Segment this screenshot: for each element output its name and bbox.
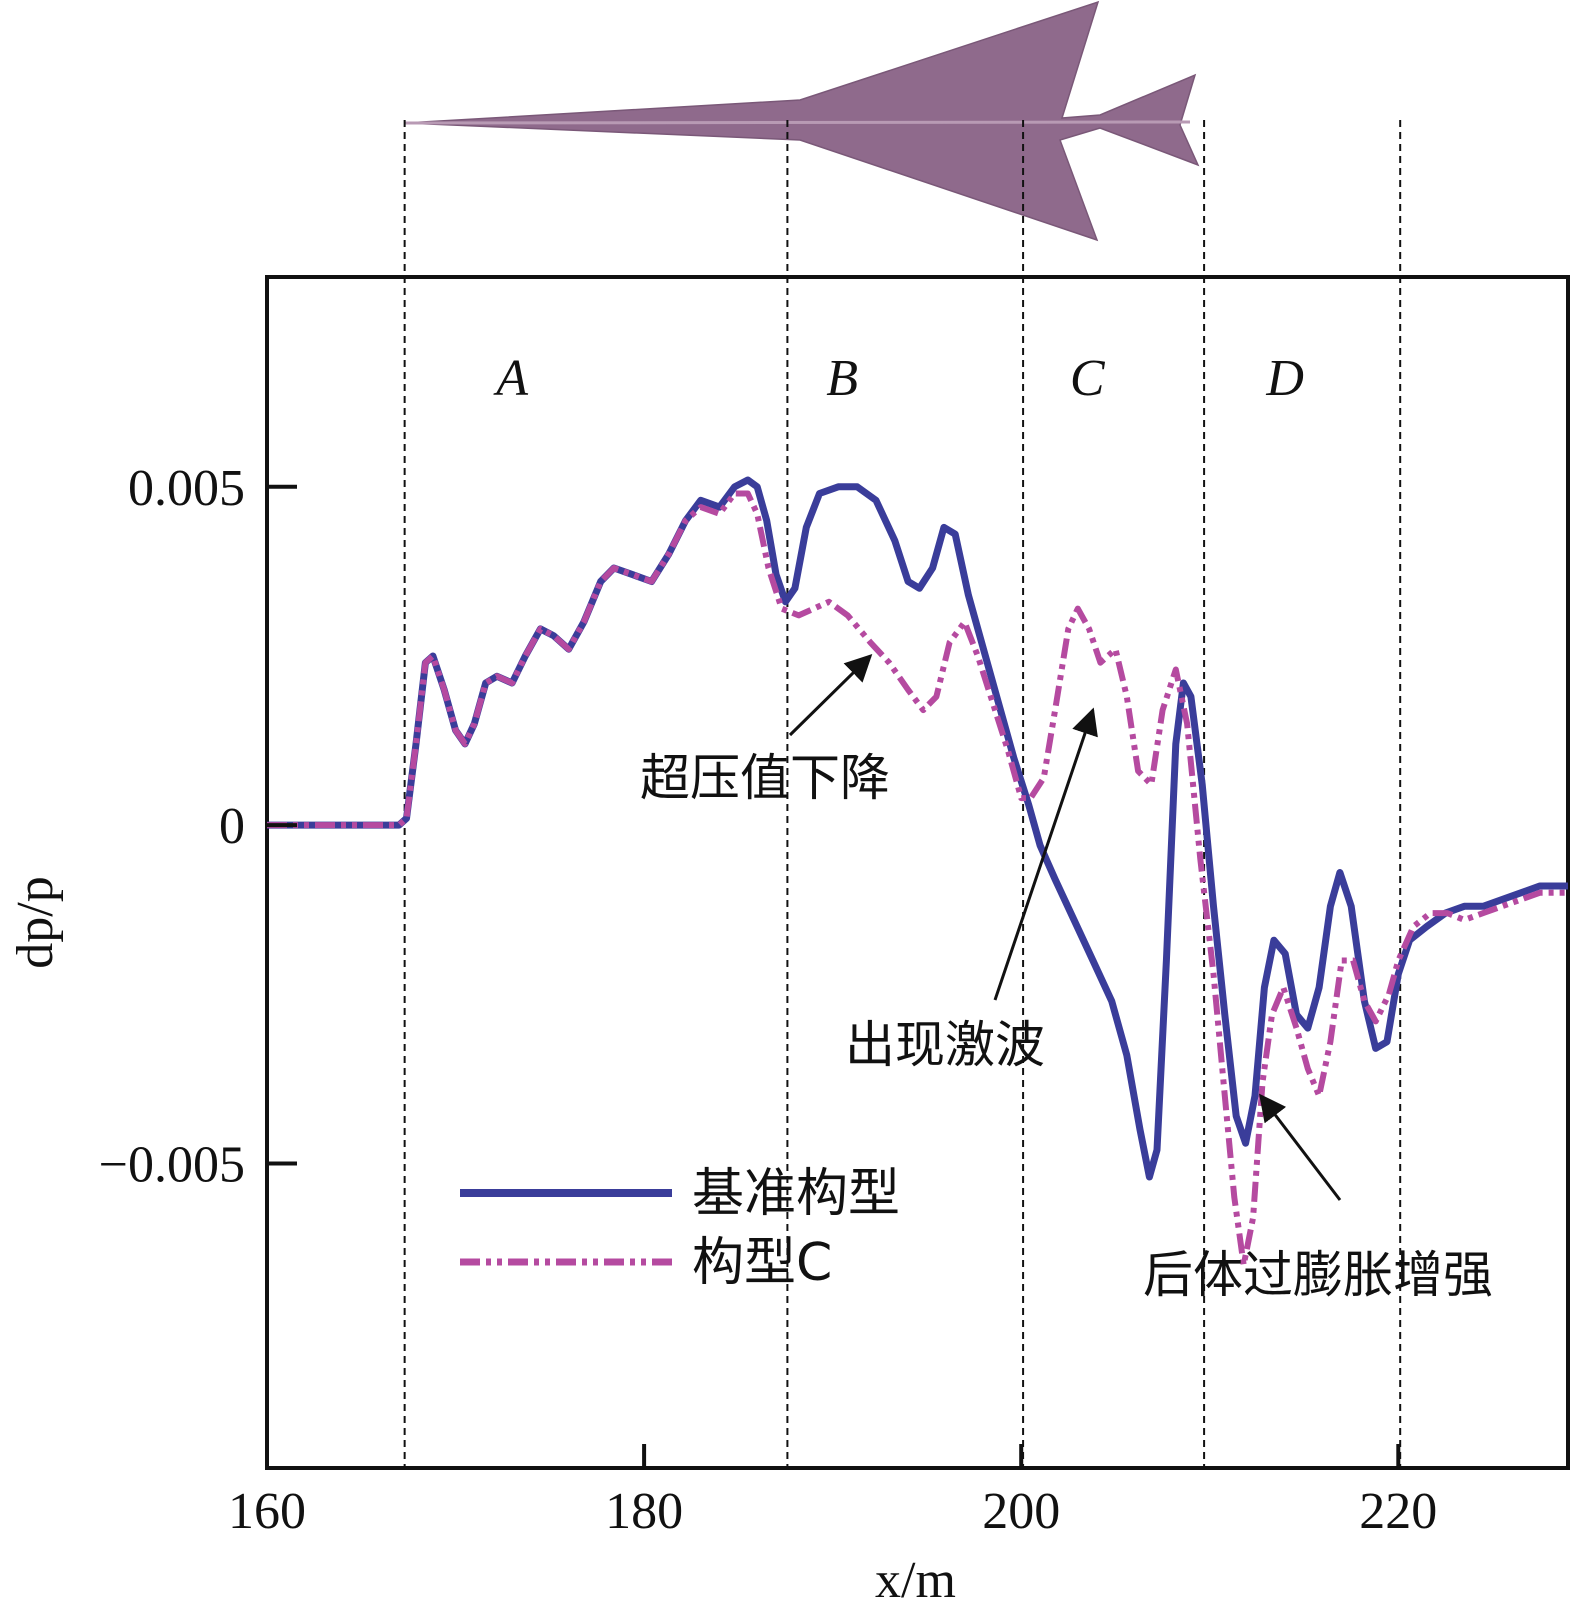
annotation-arrow: [1259, 1093, 1342, 1201]
x-axis-label: x/m: [875, 1552, 956, 1600]
legend-label: 构型C: [692, 1233, 832, 1293]
x-tick-label: 200: [982, 1483, 1060, 1540]
annotation-text: 后体过膨胀增强: [1143, 1246, 1493, 1304]
region-label-c: C: [1070, 350, 1106, 407]
annotation-arrow: [993, 707, 1098, 1001]
y-axis-label: dp/p: [7, 876, 64, 968]
annotation-text: 超压值下降: [640, 749, 890, 807]
aircraft-illustration: [404, 0, 1200, 242]
series-layer: [267, 476, 1568, 1268]
x-tick-label: 180: [605, 1483, 683, 1540]
x-tick-label: 220: [1359, 1483, 1437, 1540]
y-tick-label: −0.005: [99, 1136, 245, 1193]
y-tick-label: 0.005: [128, 460, 245, 517]
annotation-arrow: [788, 654, 873, 737]
plot-border: [265, 275, 1570, 1470]
region-label-a: A: [493, 350, 528, 407]
annotation-text: 出现激波: [845, 1016, 1045, 1074]
region-label-b: B: [826, 350, 858, 407]
axis-ticks: −0.005 0 0.005 160 180 200 220: [99, 460, 1438, 1540]
legend-label: 基准构型: [692, 1164, 900, 1224]
series-line-2: [267, 490, 1568, 1268]
axis-titles: x/m dp/p: [7, 876, 956, 1600]
aircraft-fuselage-line: [404, 120, 1191, 125]
region-label-d: D: [1265, 350, 1304, 407]
y-tick-label: 0: [219, 798, 245, 855]
x-tick-label: 160: [228, 1483, 306, 1540]
plot-frame: [265, 275, 1570, 1470]
region-labels: A B C D: [493, 350, 1304, 407]
